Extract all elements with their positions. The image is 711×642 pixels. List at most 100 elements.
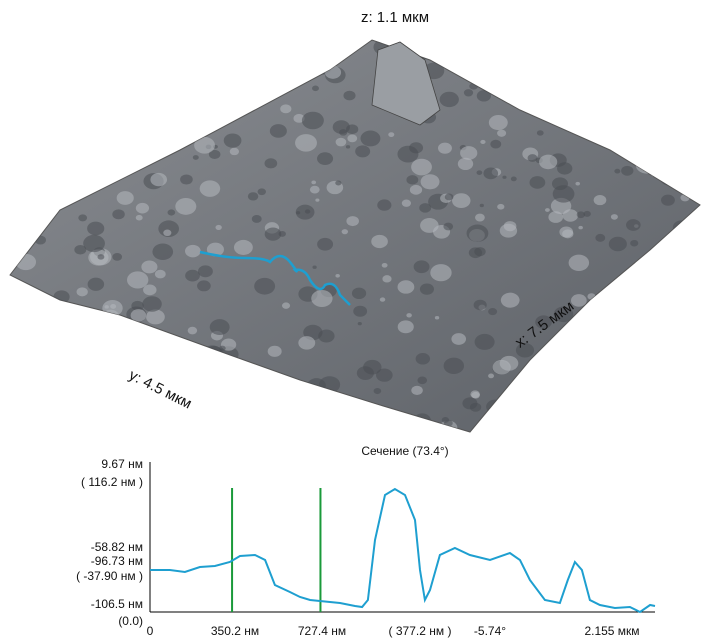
bump — [83, 235, 105, 252]
bump — [296, 211, 300, 214]
bump — [143, 284, 156, 295]
bump — [469, 63, 477, 69]
bump — [88, 278, 105, 291]
bump — [674, 303, 687, 313]
bump — [134, 160, 140, 165]
bump — [133, 88, 145, 98]
bump — [410, 185, 422, 195]
bump — [621, 166, 633, 176]
bump — [402, 200, 411, 207]
bump — [658, 325, 668, 333]
bump — [614, 169, 620, 174]
bump — [529, 380, 540, 388]
bump — [82, 148, 101, 163]
bump — [64, 344, 76, 354]
bump — [298, 336, 315, 350]
bump — [106, 365, 124, 379]
bump — [550, 91, 564, 102]
bump — [355, 145, 370, 157]
bump — [669, 405, 689, 421]
bump — [161, 47, 182, 64]
bump — [136, 203, 149, 214]
bump — [643, 70, 657, 81]
bump — [576, 384, 593, 397]
bump — [483, 168, 498, 180]
bump — [380, 297, 385, 301]
bump — [265, 227, 282, 240]
bump — [500, 356, 519, 371]
bump — [409, 142, 423, 153]
bump — [562, 229, 573, 238]
bump — [502, 176, 506, 179]
bump — [667, 88, 682, 100]
bump — [417, 377, 427, 385]
bump — [430, 264, 451, 281]
bump — [41, 400, 46, 404]
bump — [230, 85, 245, 97]
bump — [298, 408, 310, 417]
bump — [137, 152, 146, 159]
bump — [185, 343, 202, 357]
bump — [107, 161, 127, 177]
bump — [77, 287, 88, 296]
bump — [352, 288, 366, 299]
bump — [474, 300, 487, 310]
y-label: (0.0) — [118, 614, 143, 628]
bump — [511, 177, 517, 182]
bump — [295, 134, 317, 152]
bump — [499, 424, 517, 438]
bump — [594, 195, 607, 205]
bump — [646, 153, 655, 161]
bump — [43, 346, 49, 351]
bump — [113, 345, 132, 360]
bump — [47, 339, 55, 345]
bump — [680, 291, 696, 304]
bump — [388, 132, 394, 137]
bump — [311, 290, 332, 307]
bump — [374, 388, 382, 394]
bump — [557, 354, 565, 361]
bump — [682, 413, 703, 430]
bump — [530, 176, 546, 189]
y-label: ( 116.2 нм ) — [81, 475, 143, 489]
y-label: -96.73 нм — [91, 554, 143, 568]
bump — [624, 326, 637, 337]
bump — [183, 90, 199, 103]
bump — [312, 86, 319, 92]
bump — [117, 191, 134, 205]
bump — [167, 209, 175, 215]
bump — [634, 281, 638, 284]
x-label: 0 — [147, 624, 154, 638]
bump — [471, 392, 480, 399]
bump — [537, 130, 544, 135]
bump — [451, 333, 466, 345]
bump — [180, 76, 185, 80]
bump — [181, 411, 202, 428]
bump — [133, 339, 142, 346]
bump — [646, 345, 667, 361]
bump — [99, 368, 104, 372]
bump — [227, 377, 235, 384]
bump — [247, 42, 262, 54]
bump — [482, 84, 489, 89]
bump — [265, 158, 278, 168]
bump — [615, 296, 625, 304]
bump — [421, 174, 440, 189]
bump — [305, 209, 310, 213]
bump — [108, 82, 116, 89]
bump — [575, 415, 592, 429]
bump — [58, 336, 66, 342]
x-label: ( 377.2 нм ) — [389, 624, 452, 638]
bump — [668, 323, 690, 340]
bump — [55, 166, 70, 178]
bump — [259, 84, 279, 100]
bump — [317, 238, 333, 251]
bump — [602, 397, 618, 410]
bump — [200, 180, 221, 196]
bump — [315, 198, 319, 201]
bump — [578, 226, 582, 230]
bump — [547, 116, 552, 120]
bump — [353, 306, 367, 317]
bump — [414, 260, 430, 273]
bump — [371, 235, 388, 248]
